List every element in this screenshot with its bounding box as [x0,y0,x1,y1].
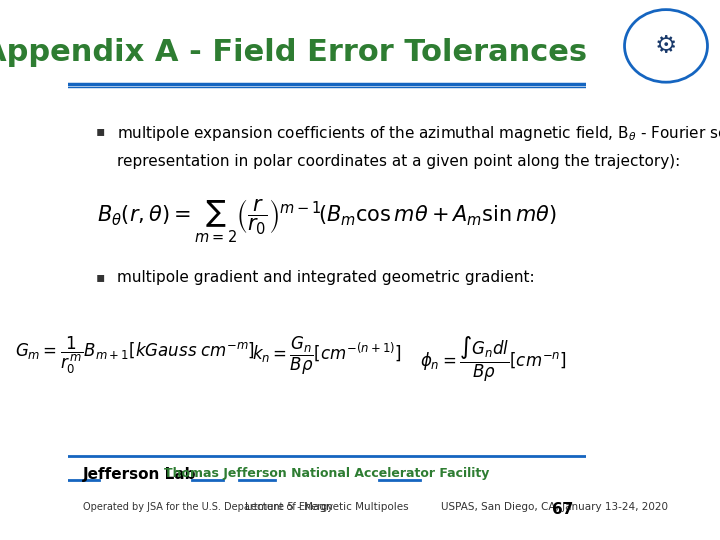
Text: Appendix A - Field Error Tolerances: Appendix A - Field Error Tolerances [0,38,588,67]
Text: 67: 67 [552,502,573,517]
Text: multipole gradient and integrated geometric gradient:: multipole gradient and integrated geomet… [117,270,534,285]
Text: Jefferson Lab: Jefferson Lab [84,467,197,482]
Text: $G_m = \dfrac{1}{r_0^{\,m}}B_{m+1}\left[kGauss\;cm^{-m}\right]$: $G_m = \dfrac{1}{r_0^{\,m}}B_{m+1}\left[… [15,335,255,376]
Text: $k_n = \dfrac{G_n}{B\rho}\left[cm^{-(n+1)}\right]$: $k_n = \dfrac{G_n}{B\rho}\left[cm^{-(n+1… [252,335,402,377]
Text: Lecture 5 - Magnetic Multipoles: Lecture 5 - Magnetic Multipoles [246,502,409,512]
Text: USPAS, San Diego, CA, January 13-24, 2020: USPAS, San Diego, CA, January 13-24, 202… [441,502,668,512]
Text: ▪: ▪ [96,124,106,138]
Text: multipole expansion coefficients of the azimuthal magnetic field, B$_\theta$ - F: multipole expansion coefficients of the … [117,124,720,143]
Text: ⚙: ⚙ [654,34,678,58]
Text: ▪: ▪ [96,270,106,284]
Text: $\phi_n = \dfrac{\int G_n dl}{B\rho}\left[cm^{-n}\right]$: $\phi_n = \dfrac{\int G_n dl}{B\rho}\lef… [420,335,567,384]
Text: Thomas Jefferson National Accelerator Facility: Thomas Jefferson National Accelerator Fa… [164,467,490,480]
Text: Operated by JSA for the U.S. Department of Energy: Operated by JSA for the U.S. Department … [84,502,333,512]
Text: representation in polar coordinates at a given point along the trajectory):: representation in polar coordinates at a… [117,154,680,169]
Text: $B_{\theta}(r,\theta)=\sum_{m=2}\left(\dfrac{r}{r_0}\right)^{m-1}\!\left(B_m\cos: $B_{\theta}(r,\theta)=\sum_{m=2}\left(\d… [97,197,557,245]
